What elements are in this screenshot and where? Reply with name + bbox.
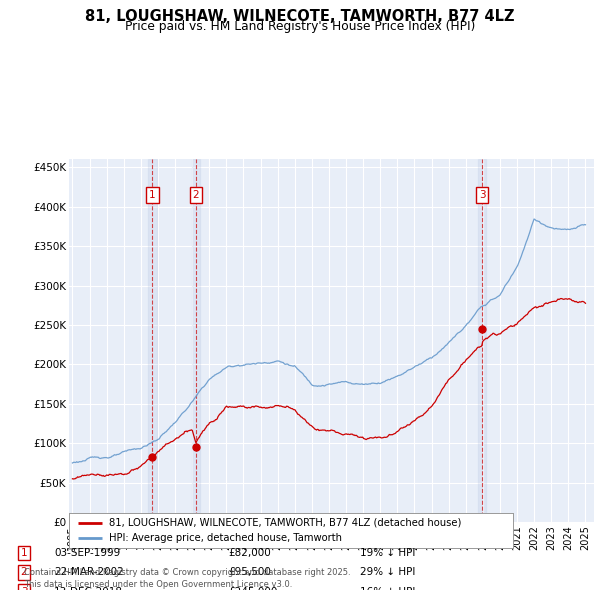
Text: £82,000: £82,000 [228,548,271,558]
Text: 81, LOUGHSHAW, WILNECOTE, TAMWORTH, B77 4LZ: 81, LOUGHSHAW, WILNECOTE, TAMWORTH, B77 … [85,9,515,24]
Text: Contains HM Land Registry data © Crown copyright and database right 2025.
This d: Contains HM Land Registry data © Crown c… [24,568,350,589]
Text: 13-DEC-2018: 13-DEC-2018 [54,587,123,590]
Bar [478,159,486,522]
Text: £245,000: £245,000 [228,587,277,590]
Text: 2: 2 [20,568,28,577]
Text: 81, LOUGHSHAW, WILNECOTE, TAMWORTH, B77 4LZ (detached house): 81, LOUGHSHAW, WILNECOTE, TAMWORTH, B77 … [109,517,461,527]
Text: 3: 3 [20,587,28,590]
Text: £95,500: £95,500 [228,568,271,577]
Text: 1: 1 [149,190,155,200]
Text: HPI: Average price, detached house, Tamworth: HPI: Average price, detached house, Tamw… [109,533,342,543]
Text: 1: 1 [20,548,28,558]
Text: 19% ↓ HPI: 19% ↓ HPI [360,548,415,558]
Text: 22-MAR-2002: 22-MAR-2002 [54,568,124,577]
Bar [148,159,157,522]
Text: 03-SEP-1999: 03-SEP-1999 [54,548,120,558]
Text: 29% ↓ HPI: 29% ↓ HPI [360,568,415,577]
Text: 16% ↓ HPI: 16% ↓ HPI [360,587,415,590]
Text: 2: 2 [193,190,199,200]
Bar [191,159,200,522]
Text: Price paid vs. HM Land Registry's House Price Index (HPI): Price paid vs. HM Land Registry's House … [125,20,475,33]
Text: 3: 3 [479,190,485,200]
